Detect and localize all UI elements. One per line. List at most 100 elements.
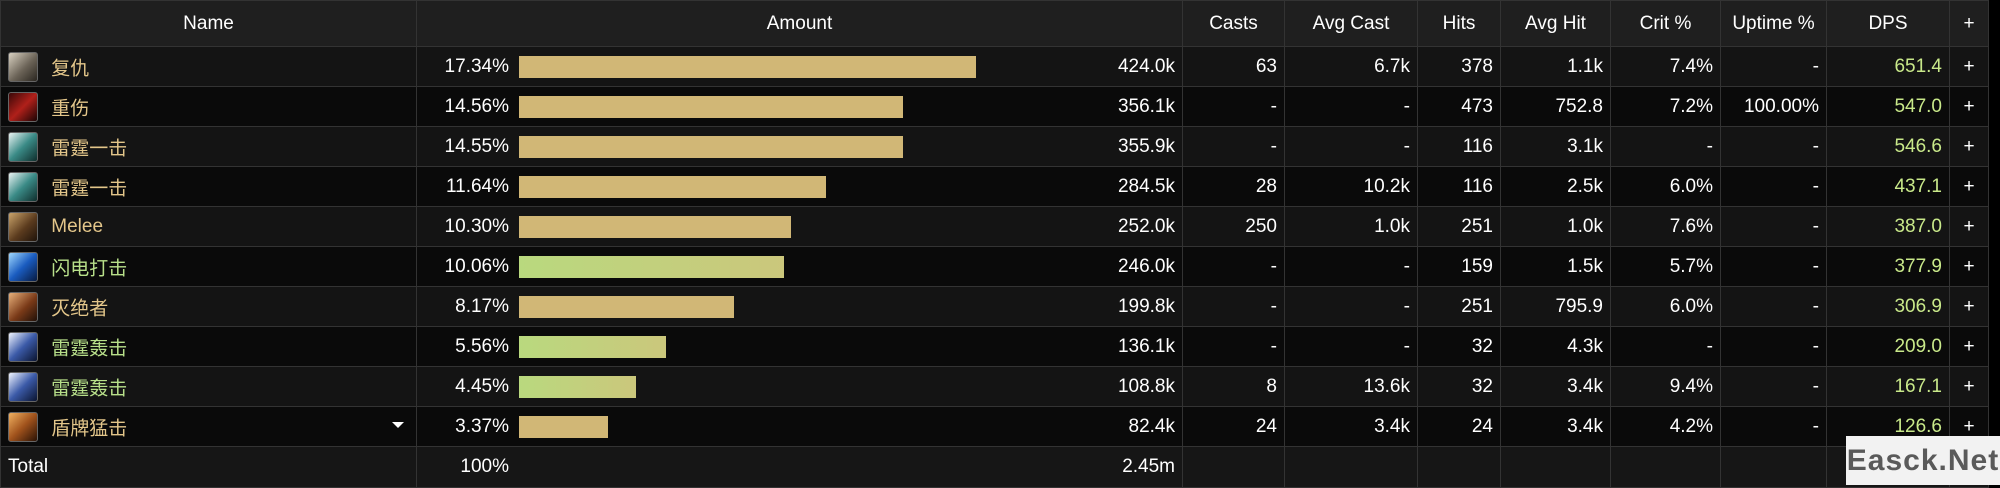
expand-row-button[interactable]: + [1950,87,1989,127]
amount-cell: 10.30% 252.0k [417,207,1183,247]
uptime-value: - [1721,207,1827,247]
dps-value: 387.0 [1827,207,1950,247]
spell-name-cell[interactable]: 复仇 [1,47,417,87]
dps-value: 377.9 [1827,247,1950,287]
amount-cell: 4.45% 108.8k [417,367,1183,407]
avg-cast-value: 1.0k [1285,207,1418,247]
header-name[interactable]: Name [1,1,417,47]
spell-name[interactable]: 盾牌猛击 [51,418,127,439]
uptime-value: - [1721,47,1827,87]
expand-row-button[interactable]: + [1950,127,1989,167]
table-row[interactable]: 雷霆一击 14.55% 355.9k - - 116 3.1k - - 546.… [1,127,1989,167]
casts-value: 28 [1183,167,1285,207]
header-avg-hit[interactable]: Avg Hit [1501,1,1611,47]
expand-row-button[interactable]: + [1950,287,1989,327]
amount-bar [519,96,1109,118]
amount-cell: 8.17% 199.8k [417,287,1183,327]
thunderclap-icon [8,132,38,162]
spell-name[interactable]: 灭绝者 [51,298,108,319]
spell-name-cell[interactable]: 雷霆轰击 [1,327,417,367]
spell-name-cell[interactable]: Melee [1,207,417,247]
spell-name[interactable]: 雷霆一击 [51,138,127,159]
spell-name[interactable]: 复仇 [51,58,89,79]
avg-cast-value: - [1285,287,1418,327]
amount-value: 108.8k [1109,376,1175,398]
casts-value: - [1183,87,1285,127]
amount-bar-fill [519,376,636,398]
table-row[interactable]: 盾牌猛击 3.37% 82.4k 24 3.4k 24 3.4k 4.2% - … [1,407,1989,447]
header-amount[interactable]: Amount [417,1,1183,47]
amount-bar-fill [519,336,666,358]
table-row[interactable]: 闪电打击 10.06% 246.0k - - 159 1.5k 5.7% - 3… [1,247,1989,287]
expand-row-button[interactable]: + [1950,327,1989,367]
dps-value: 209.0 [1827,327,1950,367]
chevron-down-icon[interactable] [392,422,404,428]
total-row: Total 100% 2.45m [1,447,1989,488]
spell-name[interactable]: 重伤 [51,98,89,119]
spell-name-cell[interactable]: 盾牌猛击 [1,407,417,447]
thunder-blast-icon [8,332,38,362]
amount-bar-fill [519,216,791,238]
casts-value: - [1183,327,1285,367]
spell-name[interactable]: Melee [51,216,103,237]
casts-value: 250 [1183,207,1285,247]
spell-name-cell[interactable]: 闪电打击 [1,247,417,287]
spell-name[interactable]: 雷霆轰击 [51,338,127,359]
spell-name-cell[interactable]: 重伤 [1,87,417,127]
crit-value: 6.0% [1611,167,1721,207]
spell-name-cell[interactable]: 雷霆一击 [1,167,417,207]
annihilator-blade-icon [8,292,38,322]
dps-value: 306.9 [1827,287,1950,327]
amount-value: 424.0k [1109,56,1175,78]
avg-hit-value: 1.1k [1501,47,1611,87]
avg-cast-value: 3.4k [1285,407,1418,447]
amount-percent: 10.30% [424,216,509,238]
table-row[interactable]: 雷霆轰击 4.45% 108.8k 8 13.6k 32 3.4k 9.4% -… [1,367,1989,407]
spell-name-cell[interactable]: 雷霆一击 [1,127,417,167]
amount-cell: 5.56% 136.1k [417,327,1183,367]
amount-cell: 14.56% 356.1k [417,87,1183,127]
amount-cell: 14.55% 355.9k [417,127,1183,167]
amount-cell: 11.64% 284.5k [417,167,1183,207]
spell-name-cell[interactable]: 雷霆轰击 [1,367,417,407]
table-row[interactable]: 雷霆轰击 5.56% 136.1k - - 32 4.3k - - 209.0 … [1,327,1989,367]
expand-row-button[interactable]: + [1950,167,1989,207]
spell-name[interactable]: 闪电打击 [51,258,127,279]
spell-name[interactable]: 雷霆一击 [51,178,127,199]
total-percent: 100% [424,456,509,478]
header-avg-cast[interactable]: Avg Cast [1285,1,1418,47]
amount-bar-fill [519,256,784,278]
table-row[interactable]: Melee 10.30% 252.0k 250 1.0k 251 1.0k 7.… [1,207,1989,247]
expand-row-button[interactable]: + [1950,47,1989,87]
amount-bar [519,136,1109,158]
amount-value: 252.0k [1109,216,1175,238]
header-uptime[interactable]: Uptime % [1721,1,1827,47]
amount-bar [519,336,1109,358]
header-casts[interactable]: Casts [1183,1,1285,47]
crit-value: 6.0% [1611,287,1721,327]
amount-percent: 8.17% [424,296,509,318]
add-column-button[interactable]: + [1950,1,1989,47]
spell-name[interactable]: 雷霆轰击 [51,378,127,399]
table-row[interactable]: 雷霆一击 11.64% 284.5k 28 10.2k 116 2.5k 6.0… [1,167,1989,207]
amount-percent: 5.56% [424,336,509,358]
spell-name-cell[interactable]: 灭绝者 [1,287,417,327]
avg-cast-value: - [1285,247,1418,287]
table-row[interactable]: 灭绝者 8.17% 199.8k - - 251 795.9 6.0% - 30… [1,287,1989,327]
amount-percent: 4.45% [424,376,509,398]
header-hits[interactable]: Hits [1418,1,1501,47]
table-row[interactable]: 重伤 14.56% 356.1k - - 473 752.8 7.2% 100.… [1,87,1989,127]
expand-row-button[interactable]: + [1950,367,1989,407]
uptime-value: - [1721,327,1827,367]
casts-value: 24 [1183,407,1285,447]
amount-bar-fill [519,136,903,158]
dps-value: 547.0 [1827,87,1950,127]
header-crit[interactable]: Crit % [1611,1,1721,47]
header-dps[interactable]: DPS [1827,1,1950,47]
melee-swords-icon [8,212,38,242]
expand-row-button[interactable]: + [1950,247,1989,287]
face-portrait-icon [8,52,38,82]
table-row[interactable]: 复仇 17.34% 424.0k 63 6.7k 378 1.1k 7.4% -… [1,47,1989,87]
expand-row-button[interactable]: + [1950,207,1989,247]
amount-bar-fill [519,416,608,438]
